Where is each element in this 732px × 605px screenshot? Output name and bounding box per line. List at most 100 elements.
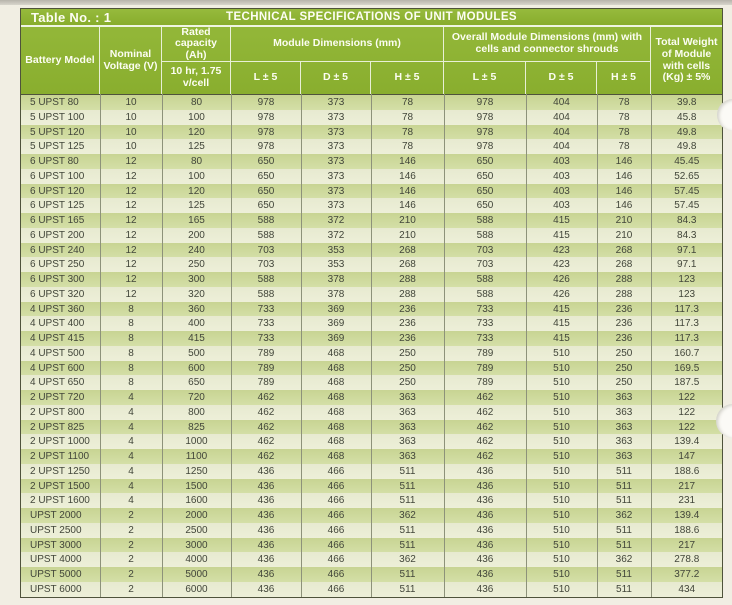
value-cell: 2 (100, 552, 163, 568)
value-cell: 4 (100, 478, 163, 494)
table-row: 4 UPST 400 8 400 733 369 236 733 415 236 117.3 (21, 316, 722, 332)
value-cell: 510 (526, 375, 598, 391)
value-cell: 978 (444, 139, 527, 155)
value-cell: 436 (444, 537, 527, 553)
value-cell: 2 (100, 508, 163, 523)
value-cell: 236 (597, 331, 652, 346)
table-row: UPST 4000 2 4000 436 466 362 436 510 362 278.8 (21, 552, 722, 568)
table-row: 4 UPST 415 8 415 733 369 236 733 415 236 117.3 (21, 331, 722, 346)
value-cell: 500 (162, 345, 232, 361)
value-cell: 300 (162, 272, 232, 287)
value-cell: 468 (301, 434, 372, 450)
value-cell: 511 (597, 493, 652, 509)
value-cell: 217 (678, 480, 696, 492)
battery-model-cell: 6 UPST 240 (21, 242, 101, 258)
value-cell: 462 (231, 434, 302, 450)
value-cell: 426 (526, 286, 598, 302)
value-cell: 588 (444, 272, 527, 287)
value-cell: 978 (444, 109, 527, 125)
value-cell: 436 (231, 537, 302, 553)
spec-table-body: 5 UPST 80 10 80 978 373 78 978 404 78 39.8 5 UPST … (21, 94, 722, 597)
battery-model-cell: UPST 2500 (21, 522, 101, 538)
value-cell: 415 (526, 316, 598, 332)
value-cell: 12 (100, 183, 163, 199)
value-cell: 236 (371, 301, 445, 317)
header-total-weight: Total Weight of Module with cells (Kg) ±… (655, 36, 718, 84)
value-cell: 510 (526, 522, 598, 538)
value-cell: 373 (301, 183, 372, 199)
value-cell: 436 (231, 567, 302, 582)
value-cell: 373 (301, 198, 372, 214)
value-cell: 4000 (162, 552, 232, 568)
value-cell: 139.4 (674, 436, 700, 448)
value-cell: 462 (231, 419, 302, 435)
value-cell: 210 (371, 227, 445, 243)
table-row: 5 UPST 125 10 125 978 373 78 978 404 78 49.8 (21, 139, 722, 155)
value-cell: 378 (301, 286, 372, 302)
value-cell: 462 (231, 449, 302, 464)
value-cell: 468 (301, 419, 372, 435)
value-cell: 363 (371, 434, 445, 450)
value-cell: 468 (301, 390, 372, 405)
table-row: 2 UPST 1600 4 1600 436 466 511 436 510 511 231 (21, 493, 722, 509)
value-cell: 4 (100, 404, 163, 420)
header-battery-model: Battery Model (21, 27, 100, 94)
value-cell: 8 (100, 345, 163, 361)
scan-edge-strip (0, 0, 732, 5)
value-cell: 39.8 (677, 96, 697, 108)
value-cell: 4 (100, 463, 163, 479)
header-overall-dimensions: Overall Module Dimensions (mm) with cell… (444, 27, 651, 61)
battery-model-cell: 6 UPST 300 (21, 272, 101, 287)
table-row: 6 UPST 120 12 120 650 373 146 650 403 146 57.45 (21, 183, 722, 199)
value-cell: 4 (100, 390, 163, 405)
value-cell: 426 (526, 272, 598, 287)
value-cell: 462 (444, 434, 527, 450)
value-cell: 733 (444, 331, 527, 346)
value-cell: 510 (526, 434, 598, 450)
value-cell: 250 (597, 345, 652, 361)
value-cell: 217 (678, 539, 696, 551)
value-cell: 720 (162, 390, 232, 405)
battery-model-cell: 6 UPST 165 (21, 213, 101, 228)
value-cell: 511 (371, 581, 445, 597)
battery-model-cell: 4 UPST 500 (21, 345, 101, 361)
value-cell: 436 (444, 463, 527, 479)
value-cell: 57.45 (674, 185, 700, 197)
value-cell: 404 (526, 109, 598, 125)
table-row: 2 UPST 825 4 825 462 468 363 462 510 363 122 (21, 419, 722, 435)
table-row: 4 UPST 650 8 650 789 468 250 789 510 250 187.5 (21, 375, 722, 391)
header-module-dimensions: Module Dimensions (mm) (231, 27, 444, 61)
battery-model-cell: 5 UPST 120 (21, 124, 101, 140)
value-cell: 146 (597, 168, 652, 184)
value-cell: 403 (526, 198, 598, 214)
battery-model-cell: 6 UPST 80 (21, 154, 101, 169)
value-cell: 466 (301, 537, 372, 553)
value-cell: 436 (231, 581, 302, 597)
spec-data-table: 5 UPST 80 10 80 978 373 78 978 404 78 39.8 5 UPST … (21, 94, 722, 597)
value-cell: 466 (301, 463, 372, 479)
value-cell: 2500 (162, 522, 232, 538)
header-overall-l: L ± 5 (444, 61, 526, 94)
value-cell: 650 (231, 154, 302, 169)
value-cell: 363 (597, 449, 652, 464)
table-row: UPST 2000 2 2000 436 466 362 436 510 362 139.4 (21, 508, 722, 523)
binder-hole-top (717, 99, 732, 131)
value-cell: 120 (162, 124, 232, 140)
value-cell: 510 (526, 449, 598, 464)
value-cell: 12 (100, 227, 163, 243)
value-cell: 80 (162, 94, 232, 110)
value-cell: 415 (162, 331, 232, 346)
value-cell: 320 (162, 286, 232, 302)
value-cell: 403 (526, 183, 598, 199)
value-cell: 510 (526, 404, 598, 420)
table-row: 4 UPST 360 8 360 733 369 236 733 415 236 117.3 (21, 301, 722, 317)
value-cell: 250 (162, 257, 232, 273)
value-cell: 362 (597, 552, 652, 568)
table-row: 6 UPST 100 12 100 650 373 146 650 403 146 52.65 (21, 168, 722, 184)
value-cell: 369 (301, 301, 372, 317)
table-row: 4 UPST 500 8 500 789 468 250 789 510 250 160.7 (21, 345, 722, 361)
value-cell: 703 (444, 242, 527, 258)
table-row: 6 UPST 125 12 125 650 373 146 650 403 146 57.45 (21, 198, 722, 214)
value-cell: 250 (597, 360, 652, 376)
value-cell: 250 (597, 375, 652, 391)
